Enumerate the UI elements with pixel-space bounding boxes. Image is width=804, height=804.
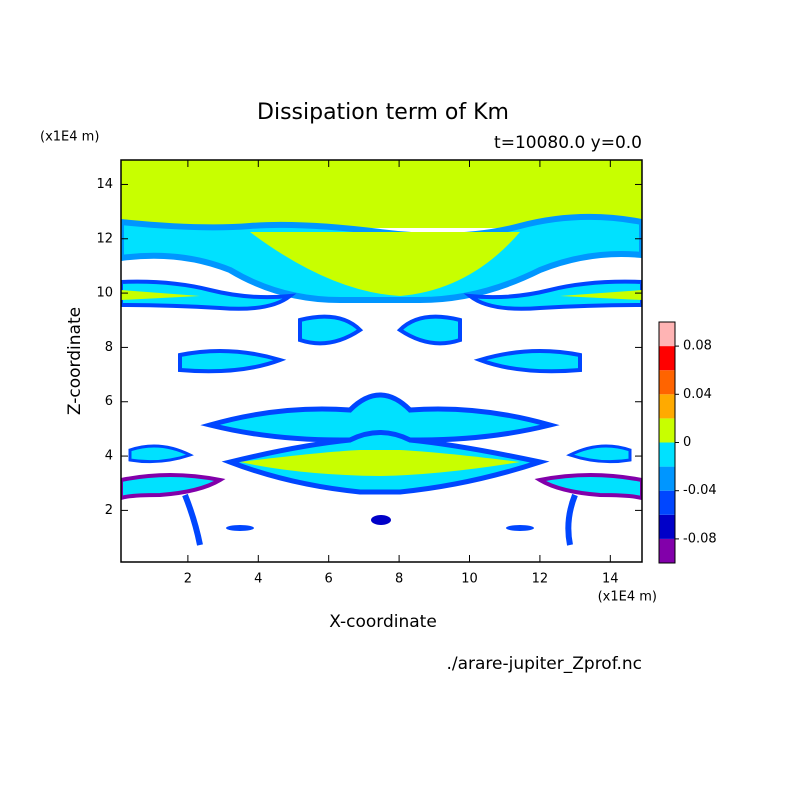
y-axis-label: Z-coordinate: [65, 307, 85, 415]
y-tick-label: 2: [105, 503, 113, 518]
colorbar-segment: [659, 394, 675, 419]
colorbar-tick-label: 0.08: [683, 339, 712, 354]
colorbar-segment: [659, 346, 675, 371]
colorbar-segment: [659, 418, 675, 443]
y-unit: (x1E4 m): [40, 130, 99, 145]
x-tick-label: 6: [325, 572, 333, 587]
x-tick-label: 4: [254, 572, 262, 587]
chart-subtitle: t=10080.0 y=0.0: [494, 133, 642, 153]
x-tick-label: 8: [395, 572, 403, 587]
colorbar-tick-label: -0.08: [683, 531, 717, 546]
y-tick-label: 12: [96, 231, 113, 246]
x-axis-label: X-coordinate: [329, 612, 437, 632]
y-tick-label: 8: [105, 340, 113, 355]
x-tick-label: 10: [461, 572, 478, 587]
colorbar-tick-label: 0.04: [683, 387, 712, 402]
plot-frame: [120, 159, 643, 563]
colorbar-segment: [659, 514, 675, 539]
y-tick-label: 4: [105, 449, 113, 464]
colorbar-segment: [659, 466, 675, 491]
colorbar-segment: [659, 538, 675, 563]
colorbar-segment: [659, 322, 675, 347]
colorbar-segment: [659, 490, 675, 515]
chart-title: Dissipation term of Km: [257, 100, 509, 125]
x-tick-label: 14: [602, 572, 619, 587]
x-unit: (x1E4 m): [598, 590, 657, 605]
y-tick-label: 10: [96, 286, 113, 301]
colorbar-tick-label: -0.04: [683, 483, 717, 498]
contour-field: [121, 160, 642, 546]
colorbar-segment: [659, 442, 675, 467]
y-tick-label: 14: [96, 177, 113, 192]
x-tick-label: 12: [532, 572, 549, 587]
colorbar-segment: [659, 370, 675, 395]
footer: ./arare-jupiter_Zprof.nc: [446, 654, 642, 674]
x-tick-label: 2: [184, 572, 192, 587]
y-tick-label: 6: [105, 394, 113, 409]
colorbar-tick-label: 0: [683, 435, 691, 450]
